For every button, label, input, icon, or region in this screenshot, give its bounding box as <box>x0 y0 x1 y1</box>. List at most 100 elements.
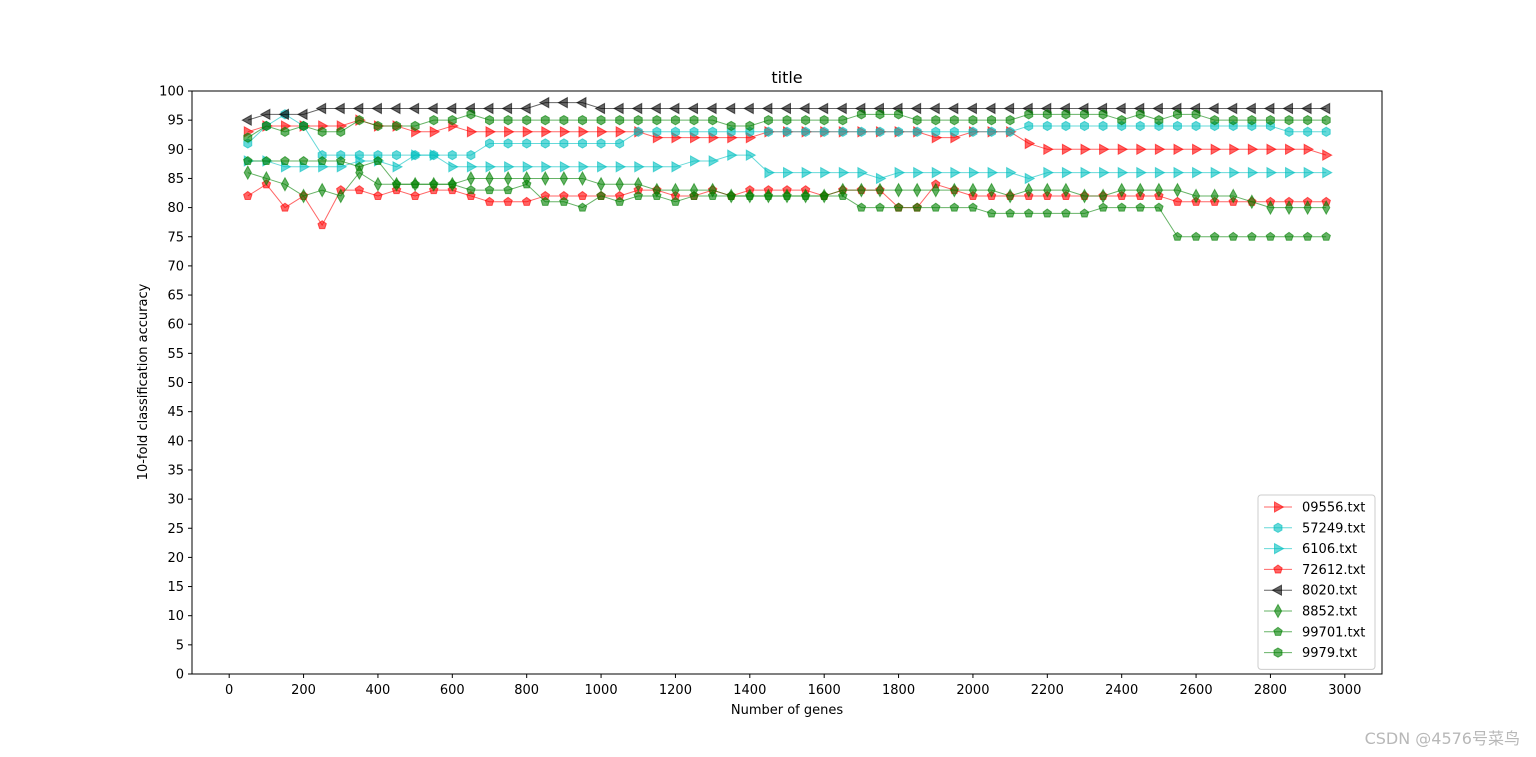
data-point <box>259 108 271 121</box>
data-point <box>352 102 364 115</box>
data-point <box>650 102 661 115</box>
data-point <box>373 176 383 192</box>
legend-label: 6106.txt <box>1302 542 1357 557</box>
data-point <box>1043 182 1052 198</box>
data-point <box>987 182 996 198</box>
data-point <box>1117 182 1126 198</box>
data-point <box>1228 114 1238 126</box>
data-point <box>912 126 922 137</box>
data-point <box>1303 114 1313 126</box>
data-point <box>820 166 831 179</box>
data-point <box>1247 166 1259 179</box>
data-point <box>1115 102 1126 115</box>
legend-item: 99701.txt <box>1264 625 1365 640</box>
data-point <box>1266 200 1275 216</box>
data-point <box>764 166 775 179</box>
data-point <box>241 114 252 126</box>
data-point <box>559 114 569 126</box>
data-point <box>1098 202 1108 212</box>
data-point <box>466 125 478 138</box>
data-point <box>1263 102 1275 115</box>
data-point <box>575 96 587 109</box>
data-point <box>577 114 587 126</box>
legend-item: 57249.txt <box>1264 521 1365 536</box>
data-point <box>875 126 885 137</box>
legend: 09556.txt 57249.txt 6106.txt 72612.txt 8020.… <box>1257 494 1376 670</box>
data-point <box>1173 166 1184 179</box>
data-point <box>652 190 662 201</box>
data-point <box>354 161 365 171</box>
watermark: CSDN @4576号菜鸟 <box>1364 729 1520 748</box>
x-tick-label: 3000 <box>1328 683 1361 698</box>
data-point <box>894 109 904 120</box>
data-point <box>968 166 980 179</box>
data-point <box>427 102 438 115</box>
data-point <box>1173 143 1184 156</box>
x-tick-label: 1400 <box>733 683 766 698</box>
legend-label: 99701.txt <box>1302 625 1365 640</box>
data-point <box>1228 231 1239 241</box>
legend-item: 72612.txt <box>1264 563 1365 578</box>
data-point <box>615 114 625 126</box>
data-point <box>1042 120 1052 132</box>
data-point <box>1136 166 1147 179</box>
data-point <box>671 182 680 198</box>
data-point <box>931 166 943 179</box>
data-point <box>1284 114 1294 126</box>
legend-item: 8852.txt <box>1264 603 1357 620</box>
data-point <box>1303 143 1315 156</box>
data-point <box>522 114 532 126</box>
legend-marker <box>1273 647 1283 658</box>
data-point <box>912 114 922 126</box>
data-point <box>743 102 754 115</box>
data-point <box>1172 120 1182 132</box>
data-point <box>745 190 755 201</box>
data-point <box>504 125 515 138</box>
data-point <box>633 114 643 126</box>
data-point <box>485 125 497 138</box>
data-point <box>929 102 940 115</box>
data-point <box>1135 120 1145 132</box>
data-point <box>596 190 606 201</box>
data-point <box>1061 208 1071 218</box>
legend-item: 09556.txt <box>1264 501 1365 516</box>
data-point <box>931 182 940 198</box>
data-point <box>485 114 494 126</box>
data-point <box>875 202 885 212</box>
data-point <box>484 185 495 195</box>
data-point <box>838 114 848 126</box>
data-point <box>1043 166 1054 179</box>
data-point <box>949 114 959 126</box>
data-point <box>949 126 959 137</box>
legend-label: 9979.txt <box>1302 646 1357 661</box>
data-point <box>559 125 571 138</box>
data-point <box>1303 200 1312 216</box>
data-point <box>1191 231 1201 241</box>
data-point <box>390 102 401 115</box>
data-point <box>1285 143 1296 156</box>
data-point <box>801 126 811 137</box>
data-point <box>875 109 885 120</box>
data-point <box>726 120 736 132</box>
data-point <box>392 120 402 132</box>
y-tick-label: 10 <box>167 609 184 624</box>
data-point <box>261 155 272 166</box>
data-point <box>429 114 439 126</box>
data-point <box>1061 143 1073 156</box>
data-point <box>707 190 718 201</box>
data-point <box>1285 166 1296 179</box>
data-point <box>391 179 402 189</box>
data-point <box>875 182 885 198</box>
data-point <box>1005 208 1015 218</box>
data-point <box>838 166 850 179</box>
data-point <box>856 126 866 137</box>
y-axis: 0 5 10 15 20 25 30 35 40 45 50 55 60 65 70 75 80 85 90 95 10… <box>159 85 192 683</box>
data-point <box>410 120 420 132</box>
data-point <box>836 102 847 115</box>
data-point <box>615 125 627 138</box>
data-point <box>894 126 904 137</box>
data-point <box>987 126 997 137</box>
data-point <box>521 196 532 206</box>
data-point <box>280 202 290 212</box>
data-point <box>1210 166 1222 179</box>
